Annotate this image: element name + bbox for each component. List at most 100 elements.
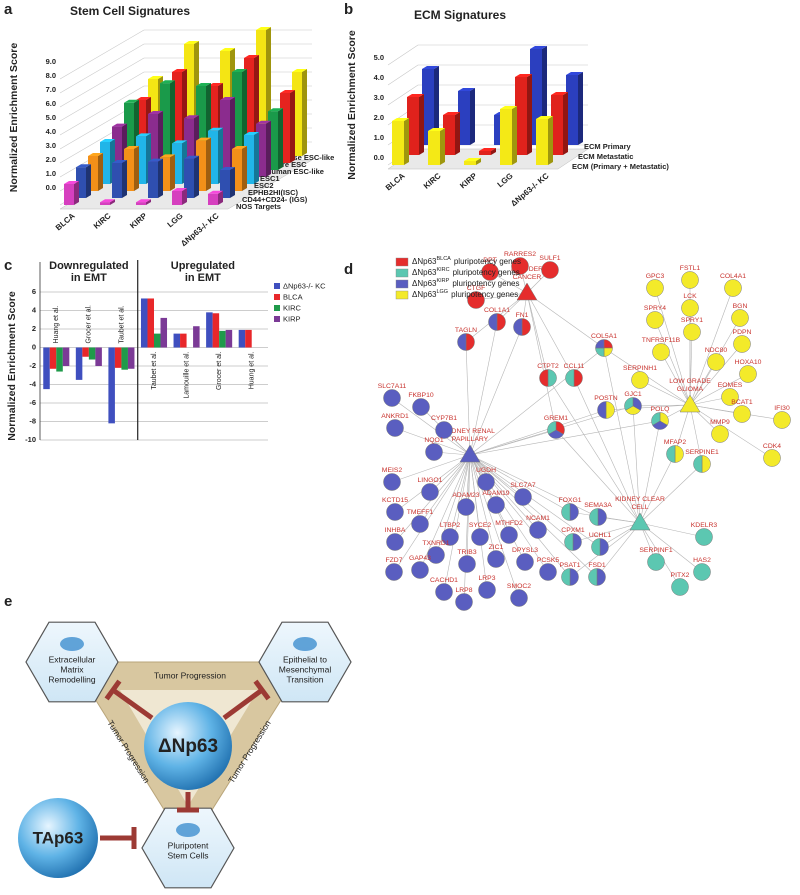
bar-side [563,92,568,155]
gene-node-slice [457,333,467,351]
bar-top [232,69,247,72]
bar-side [470,88,475,145]
group-label: Downregulated [49,260,128,272]
y-tick-label: 9.0 [46,57,56,66]
legend-label: EPHB2HI(ISC) [248,188,299,197]
gene-label: PDPN [733,329,752,336]
bar [173,333,181,348]
bar [245,329,252,348]
gene-node [739,365,757,383]
hex-label: Transition [286,674,323,684]
edge [654,319,691,406]
edge [469,429,557,456]
gene-node-slice [599,538,609,556]
bar-side [158,158,163,198]
grid-line [387,44,419,66]
edge [689,404,703,465]
chart-title: Stem Cell Signatures [70,4,190,18]
bar-side [290,90,295,163]
gene-node [683,323,701,341]
gene-label: ADAM19 [482,490,509,497]
x-tick-label: KIRP [128,211,149,231]
gene-label: COL1A1 [484,307,510,314]
bar [62,347,70,366]
bar [43,347,50,390]
hexagon [141,807,235,889]
bar [244,58,254,163]
bar [100,202,110,205]
hub-label: KIDNEY RENAL [445,428,495,435]
gene-label: TXNRD1 [422,540,449,547]
edge [469,454,571,513]
hex-label: Epithelial to [283,654,327,664]
y-tick-label: -8 [29,416,36,425]
gene-label: SPRY1 [681,317,703,324]
y-tick-label: 3.0 [46,141,56,150]
gene-label: PCSK5 [537,557,560,564]
bar [479,151,491,155]
edge [391,397,471,456]
edge [469,420,661,456]
gene-node [763,449,781,467]
bar [121,347,128,370]
legend-label: ECM Metastatic [578,152,633,161]
gene-node-slice [596,568,606,586]
bar-top [88,153,103,156]
gene-label: UGDH [476,467,496,474]
bar-top [172,69,187,72]
hex-label: Matrix [60,664,84,674]
bar [232,72,242,170]
gene-label: GREM1 [544,415,568,422]
bar-top [530,46,547,49]
bar [108,347,115,424]
bar [160,157,170,191]
gene-node [471,528,489,546]
legend-label: ΔNp63-/- KC [283,281,326,290]
legend-label: Human ESC-like [266,167,324,176]
bar-top [64,181,79,184]
gene-label: BGN [733,303,748,310]
bar-side [440,128,445,165]
gene-label: TRIB3 [457,549,476,556]
bar-side [74,181,79,205]
bar [219,330,226,348]
edge [469,326,523,456]
bar [208,193,218,205]
gene-node [681,299,699,317]
gene-node [457,498,475,516]
gene-label: SERPINE1 [685,449,719,456]
bar [148,114,158,177]
grid-line [59,43,145,94]
bar [220,100,230,177]
edge [469,454,510,536]
bar-top [515,74,532,77]
hex-icon [176,823,200,837]
center-sphere [144,702,232,790]
bar [196,140,206,191]
edge [469,321,498,456]
bar-top [136,133,151,137]
edge [654,287,691,406]
bar-top [100,139,115,142]
y-tick-label: -4 [29,379,36,388]
legend-swatch [274,294,280,300]
edge [443,454,471,593]
gene-label: CPXM1 [561,527,585,534]
legend-label: CD44+CD24- (IGS) [242,195,308,204]
gene-label: KCTD15 [382,497,408,504]
gene-node [425,443,443,461]
grid-line [59,57,145,108]
gene-node [646,279,664,297]
legend-label: Mouse ESC-like [278,153,334,162]
gene-node-slice [651,412,661,426]
legend-label: ESC2 [254,181,274,190]
gene-label: TNFRSF11B [642,337,681,344]
panel-label: a [4,1,13,18]
y-tick-label: 6 [32,287,36,296]
gene-node [383,473,401,491]
gene-label: FSD1 [588,562,606,569]
gene-label: EOMES [718,382,743,389]
gene-label: CDK4 [763,443,781,450]
gene-label: MEIS2 [382,467,403,474]
edge [391,454,471,483]
